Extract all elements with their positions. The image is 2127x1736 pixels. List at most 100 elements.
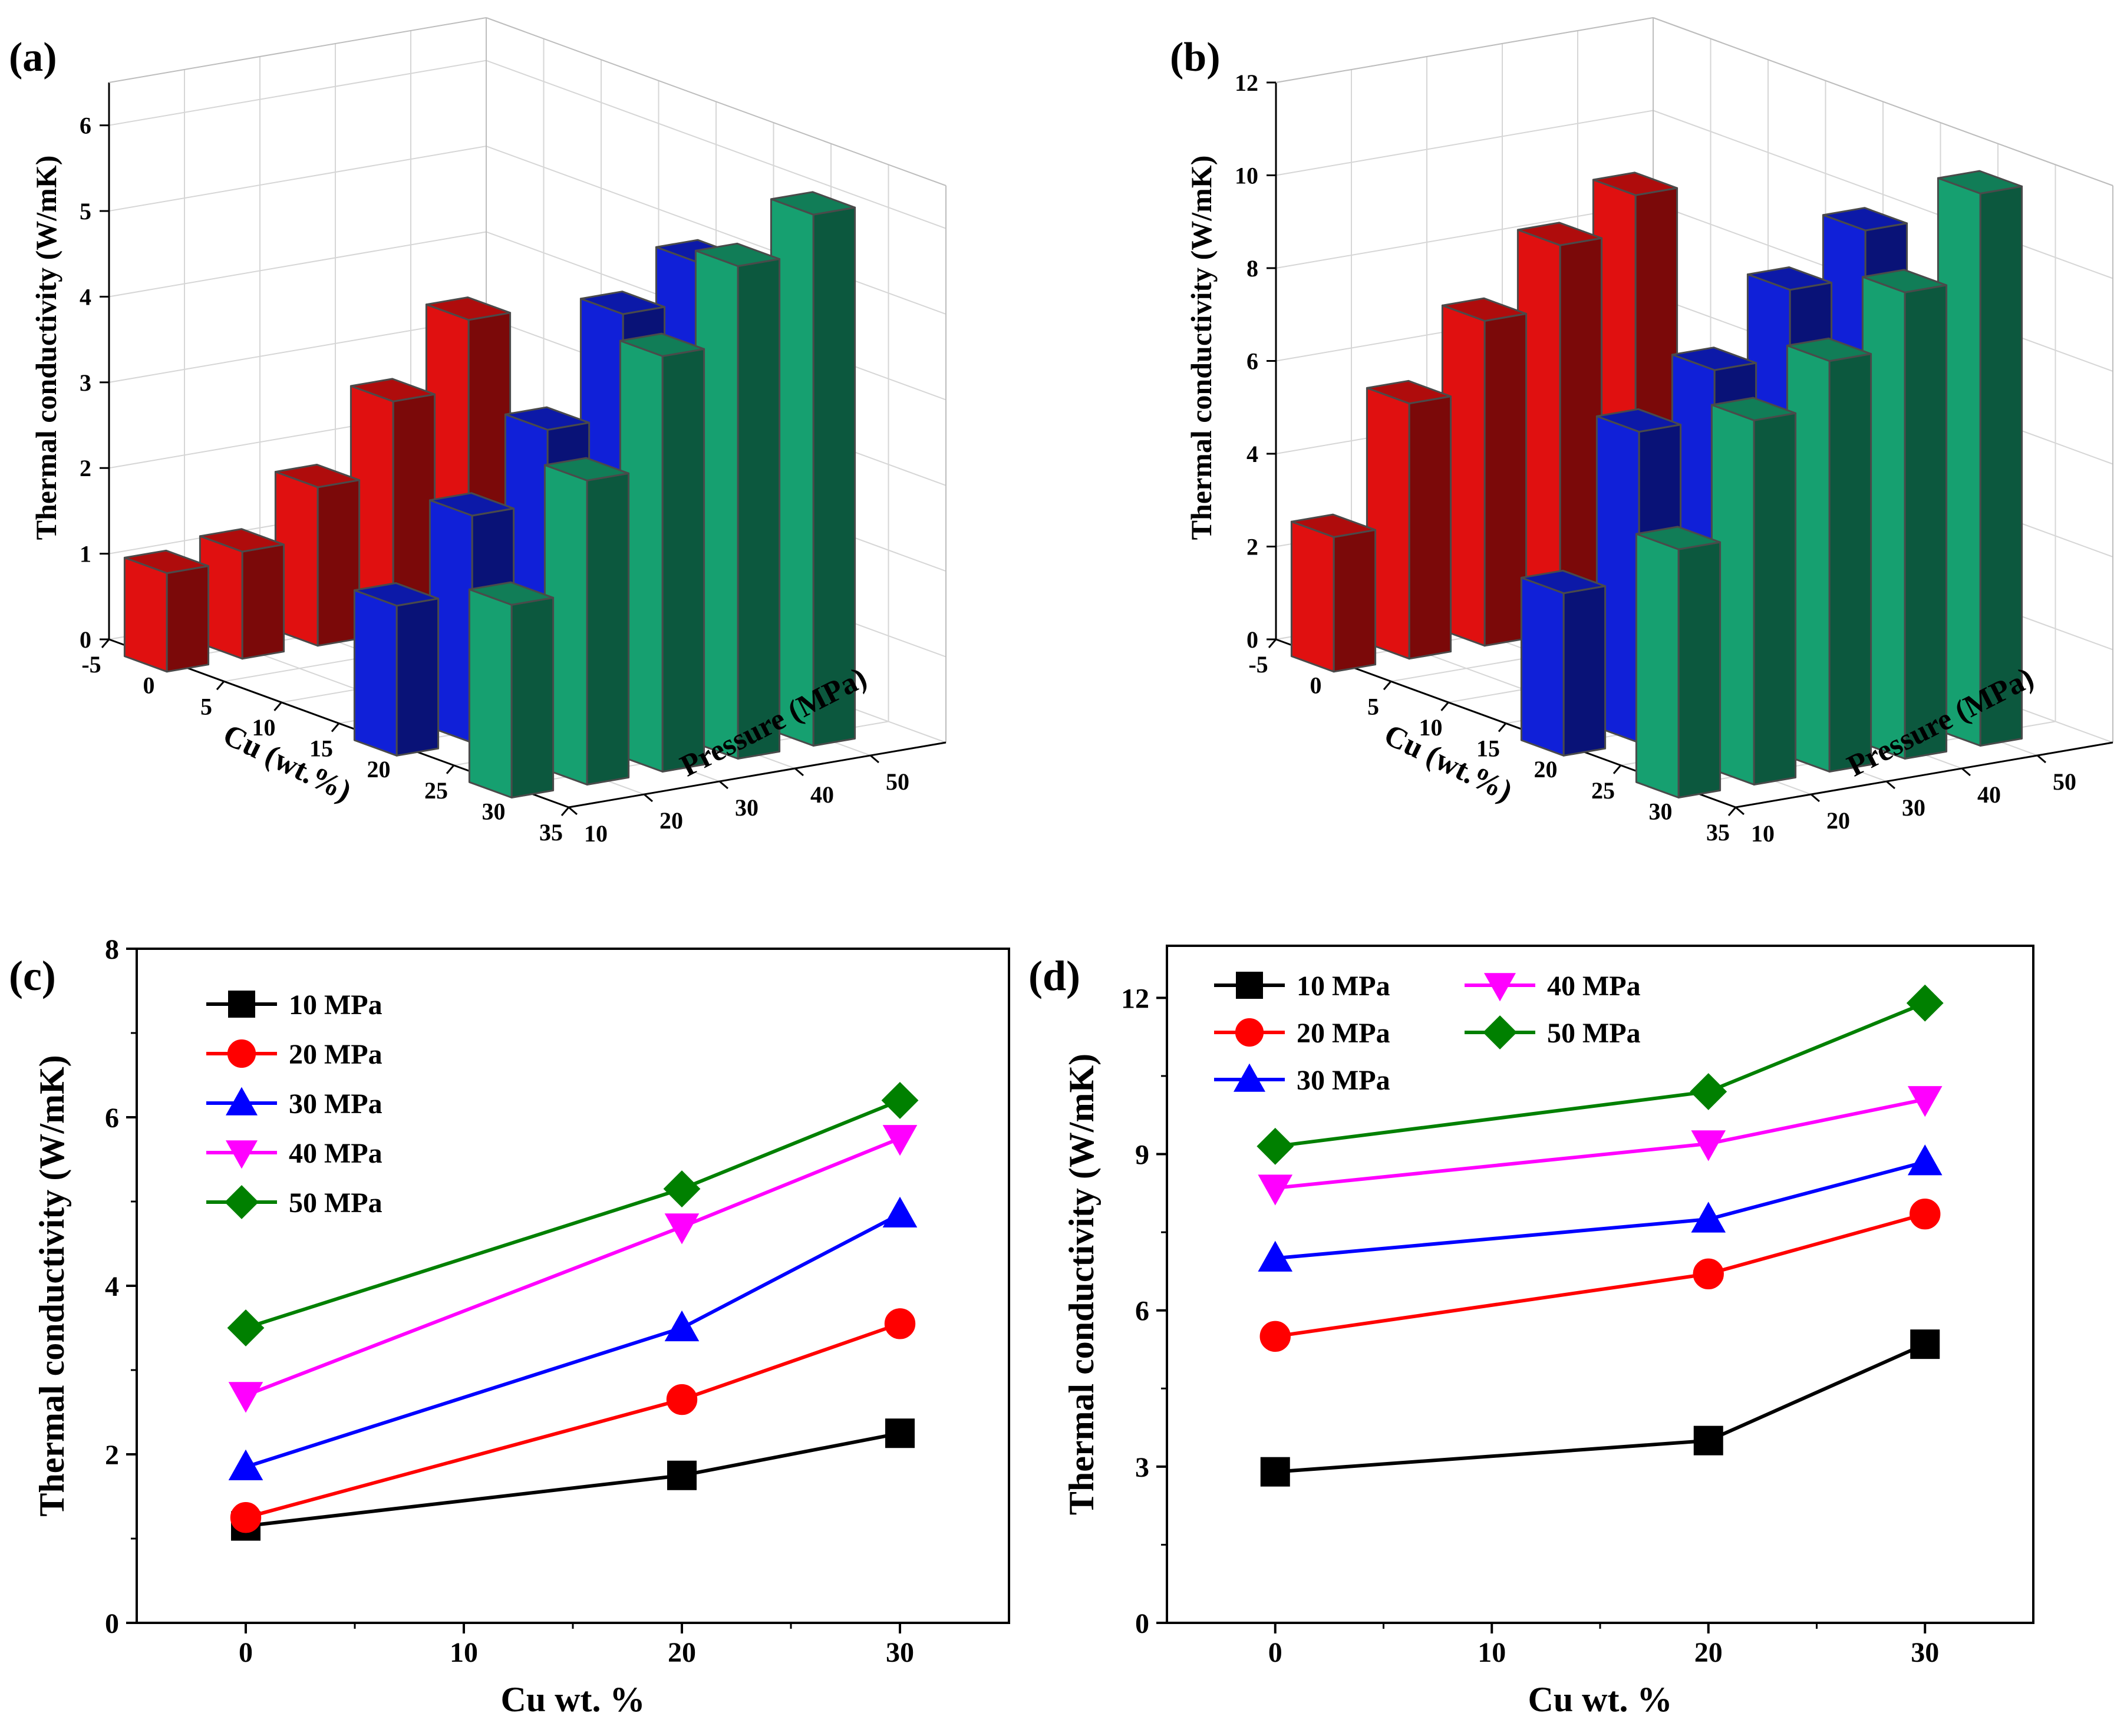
- wall-edge: [1653, 17, 2113, 186]
- pressure-tick-label: 30: [1902, 794, 1925, 821]
- cu-tick-label: 25: [1591, 777, 1615, 804]
- data-point: [1906, 984, 1944, 1022]
- bar-front-face: [1635, 533, 1680, 798]
- cu-tick: [1498, 722, 1507, 732]
- z-axis-title: Thermal conductivity (W/mK): [29, 156, 62, 540]
- legend-marker: [225, 1087, 258, 1115]
- bar-top-face: [1937, 170, 2023, 194]
- panel-d-line-chart: 0 3 6 9 12 0 10 20 30 10 MPa 20 MPa 30 MPa 40 MPa 50 …: [1028, 945, 2034, 1719]
- data-point: [1910, 1329, 1940, 1359]
- y-tick-label: 0: [105, 1608, 119, 1639]
- cu-tick-label: 35: [1706, 819, 1730, 846]
- cu-tick: [101, 639, 110, 648]
- cu-tick-label: 15: [1476, 735, 1500, 762]
- data-point: [882, 1196, 918, 1228]
- data-point: [1259, 1321, 1291, 1352]
- data-point: [230, 1502, 262, 1533]
- legend-marker: [228, 991, 255, 1018]
- cu-tick-label: 0: [1310, 672, 1322, 699]
- legend-marker: [1235, 1018, 1264, 1047]
- x-tick-label: 10: [450, 1637, 478, 1668]
- data-point: [1690, 1073, 1727, 1110]
- cu-tick-label: 25: [424, 777, 448, 804]
- pressure-tick-label: 20: [1826, 807, 1850, 834]
- bar-top-face: [1861, 269, 1948, 293]
- z-tick-label: 6: [1246, 348, 1258, 375]
- cu-tick-label: 20: [367, 756, 391, 783]
- bar-side-face: [166, 565, 210, 673]
- panel-c-line-chart: 0 2 4 6 8 0 10 20 30 10 MPa 20 MPa 30 MPa 40 MPa 50 M…: [9, 934, 1010, 1719]
- bar-side-face: [737, 258, 781, 760]
- legend-label: 40 MPa: [1547, 971, 1641, 1002]
- cu-tick: [1383, 681, 1392, 691]
- axis-line-pressure: [1735, 741, 2113, 808]
- data-point: [664, 1213, 700, 1245]
- cu-tick: [331, 722, 340, 732]
- bar-front-face: [1290, 520, 1335, 673]
- bar-side-face: [1333, 529, 1377, 673]
- data-point: [881, 1081, 919, 1119]
- grid-line-left-wall: [1275, 203, 1654, 269]
- data-point: [1258, 1174, 1293, 1206]
- bar-top-face: [1592, 171, 1678, 196]
- bar-front-face: [468, 588, 513, 798]
- bar-top-face: [1710, 397, 1797, 421]
- bar-top-face: [1671, 346, 1757, 371]
- bar-top-face: [425, 296, 512, 321]
- z-tick-label: 8: [1246, 255, 1258, 282]
- wall-edge: [486, 17, 947, 186]
- bar-top-face: [1595, 408, 1682, 433]
- bar-top-face: [468, 581, 555, 606]
- bar-top-face: [123, 549, 210, 575]
- legend-label: 30 MPa: [289, 1088, 382, 1120]
- y-tick-label: 0: [1135, 1608, 1149, 1639]
- x-axis-title: Cu wt. %: [500, 1680, 645, 1719]
- cu-tick: [216, 681, 225, 691]
- cu-tick: [1268, 639, 1277, 648]
- cu-tick: [1727, 807, 1737, 816]
- bar-top-face: [1290, 513, 1377, 538]
- legend-marker: [225, 1140, 258, 1169]
- pressure-tick: [1886, 780, 1895, 790]
- panel-label: (a): [9, 35, 57, 80]
- legend-marker: [227, 1039, 256, 1068]
- z-axis-title: Thermal conductivity (W/mK): [1185, 156, 1218, 540]
- pressure-tick-label: 40: [810, 781, 834, 808]
- x-tick-label: 20: [1694, 1637, 1723, 1668]
- pressure-tick-label: 20: [659, 807, 683, 834]
- x-tick-label: 20: [668, 1637, 696, 1668]
- data-point: [666, 1384, 698, 1415]
- data-point: [1257, 1127, 1294, 1165]
- pressure-tick: [644, 793, 653, 803]
- y-tick-label: 3: [1135, 1452, 1149, 1483]
- data-point: [885, 1418, 915, 1448]
- bar-side-face: [1677, 541, 1722, 798]
- data-point: [1691, 1130, 1726, 1161]
- axis-line-pressure: [568, 741, 947, 808]
- x-tick-label: 0: [1268, 1637, 1282, 1668]
- bar-side-face: [1562, 585, 1607, 757]
- panel-label: (b): [1170, 35, 1221, 80]
- legend-marker: [1233, 1063, 1266, 1092]
- legend-marker: [1236, 972, 1263, 999]
- bar-top-face: [1635, 526, 1722, 550]
- bar-top-face: [428, 492, 515, 517]
- cu-tick-label: -5: [1248, 651, 1268, 678]
- bar-side-face: [1483, 312, 1528, 647]
- bar-top-face: [1366, 379, 1452, 405]
- legend-label: 10 MPa: [1297, 971, 1390, 1002]
- y-tick-label: 6: [1135, 1296, 1149, 1327]
- bar-side-face: [661, 348, 705, 773]
- cu-tick: [1440, 701, 1449, 711]
- cu-tick-label: 10: [1419, 714, 1443, 741]
- data-point: [1258, 1240, 1293, 1272]
- z-tick-label: 1: [80, 541, 91, 567]
- bar-front-face: [353, 589, 398, 757]
- z-tick-label: 4: [80, 283, 91, 310]
- data-point: [1693, 1258, 1724, 1290]
- wall-edge: [1275, 17, 1654, 83]
- cu-tick: [273, 701, 282, 711]
- pressure-tick: [870, 754, 879, 764]
- bar-top-face: [274, 464, 361, 489]
